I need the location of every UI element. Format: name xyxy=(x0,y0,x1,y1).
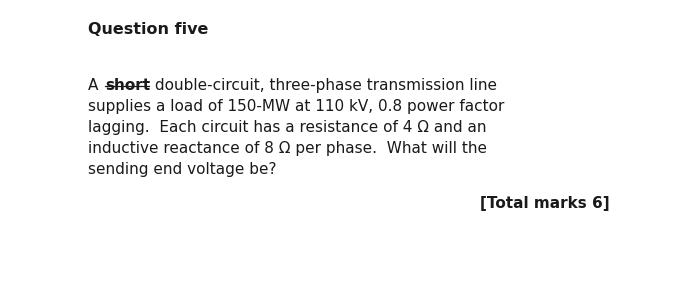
Text: sending end voltage be?: sending end voltage be? xyxy=(88,162,276,177)
Text: double-circuit, three-phase transmission line: double-circuit, three-phase transmission… xyxy=(150,78,497,93)
Text: Question five: Question five xyxy=(88,22,209,37)
Text: A: A xyxy=(88,78,104,93)
Text: inductive reactance of 8 Ω per phase.  What will the: inductive reactance of 8 Ω per phase. Wh… xyxy=(88,141,487,156)
Text: short: short xyxy=(105,78,150,93)
Text: [Total marks 6]: [Total marks 6] xyxy=(480,196,610,211)
Text: lagging.  Each circuit has a resistance of 4 Ω and an: lagging. Each circuit has a resistance o… xyxy=(88,120,486,135)
Text: supplies a load of 150-MW at 110 kV, 0.8 power factor: supplies a load of 150-MW at 110 kV, 0.8… xyxy=(88,99,505,114)
